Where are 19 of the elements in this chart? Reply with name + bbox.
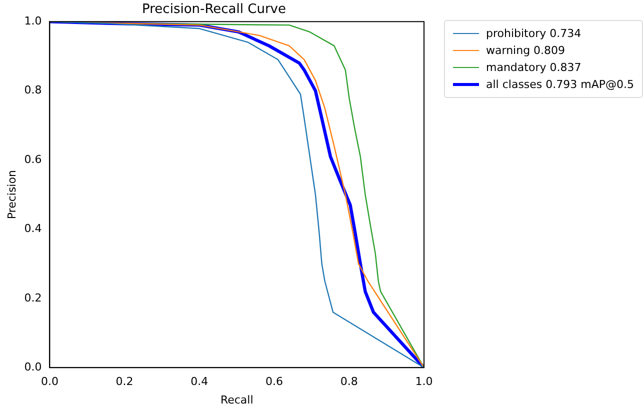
y-tick-label: 1.0	[24, 14, 42, 28]
x-tick-label: 1.0	[415, 375, 433, 388]
x-tick-label: 0.4	[190, 375, 208, 388]
x-tick-label: 0.6	[266, 375, 284, 388]
legend-label: warning 0.809	[486, 44, 566, 57]
x-axis-title: Recall	[220, 393, 254, 406]
y-tick-label: 0.0	[24, 360, 42, 374]
y-tick-label: 0.8	[24, 84, 42, 97]
x-tick-label: 0.8	[340, 375, 358, 388]
legend-label: all classes 0.793 mAP@0.5	[486, 78, 634, 91]
y-tick-label: 0.4	[24, 222, 42, 236]
chart-title: Precision-Recall Curve	[142, 2, 286, 18]
y-tick-label: 0.2	[24, 291, 42, 304]
legend-label: mandatory 0.837	[486, 61, 582, 74]
legend-label: prohibitory 0.734	[486, 27, 582, 40]
y-axis-title: Precision	[5, 170, 18, 220]
y-tick-label: 0.6	[24, 152, 42, 166]
x-tick-label: 0.2	[116, 375, 134, 388]
x-tick-label: 0.0	[40, 375, 58, 388]
